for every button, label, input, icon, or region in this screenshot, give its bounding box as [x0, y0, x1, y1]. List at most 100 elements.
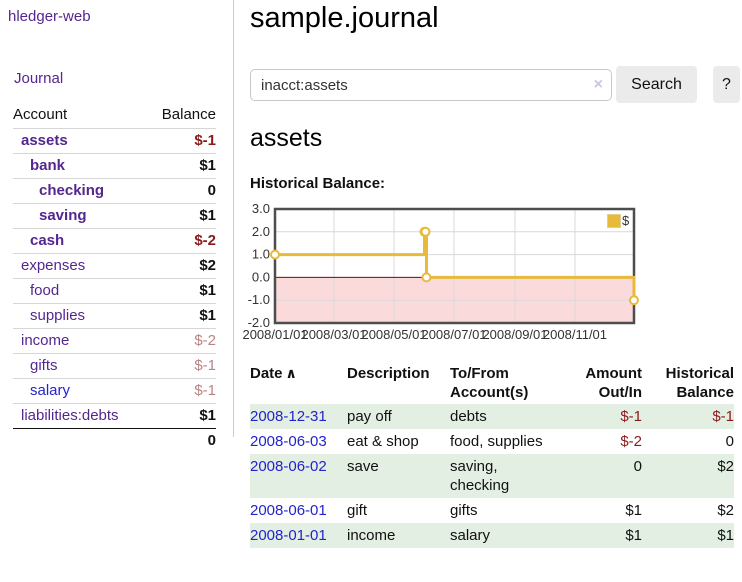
svg-text:2008/05/01: 2008/05/01 [361, 327, 426, 342]
chart-legend: $ [607, 213, 629, 228]
svg-text:-2.0: -2.0 [248, 315, 270, 330]
account-row: income $-2 [13, 328, 216, 354]
svg-text:-1.0: -1.0 [248, 292, 270, 307]
transaction-date-link[interactable]: 2008-12-31 [250, 408, 327, 425]
transaction-date-link[interactable]: 2008-06-03 [250, 433, 327, 450]
account-row: expenses $2 [13, 253, 216, 279]
transaction-row: 2008-12-31 pay off debts $-1 $-1 [250, 404, 734, 429]
historical-balance-chart: 2008/01/012008/03/012008/05/012008/07/01… [242, 201, 639, 342]
transaction-description: pay off [347, 408, 392, 425]
account-link-supplies[interactable]: supplies [30, 307, 86, 324]
account-balance: $1 [199, 307, 216, 324]
transaction-date-link[interactable]: 2008-06-02 [250, 458, 327, 475]
account-row: saving $1 [13, 203, 216, 229]
page-title: sample.journal [250, 2, 439, 34]
account-row: supplies $1 [13, 303, 216, 329]
account-balance: $1 [199, 407, 216, 424]
chart-title: Historical Balance: [250, 175, 386, 192]
legend-swatch-icon [607, 213, 621, 228]
account-row: cash $-2 [13, 228, 216, 254]
transaction-date-link[interactable]: 2008-01-01 [250, 527, 327, 544]
balance-column-header-register: Historical Balance [665, 365, 734, 401]
svg-text:2008/03/01: 2008/03/01 [301, 327, 366, 342]
account-balance: $1 [199, 157, 216, 174]
svg-text:0.0: 0.0 [252, 269, 270, 284]
transaction-amount: 0 [633, 458, 642, 475]
transaction-row: 2008-01-01 income salary $1 $1 [250, 523, 734, 548]
register-table: Date ∧ Description To/From Account(s) Amo… [250, 362, 734, 548]
transaction-amount: $1 [625, 502, 642, 519]
svg-text:2008/09/01: 2008/09/01 [482, 327, 547, 342]
account-link-cash[interactable]: cash [30, 232, 65, 249]
account-balance: $-1 [194, 382, 216, 399]
search-bar: × Search ? [250, 66, 740, 104]
help-button[interactable]: ? [713, 66, 740, 103]
svg-text:2008/07/01: 2008/07/01 [421, 327, 486, 342]
transaction-amount: $-1 [620, 408, 642, 425]
transaction-balance: 0 [725, 433, 734, 450]
date-column-header[interactable]: Date ∧ [250, 365, 297, 382]
account-link-assets[interactable]: assets [21, 132, 68, 149]
transaction-description: save [347, 458, 379, 475]
account-row: liabilities:debts $1 [13, 403, 216, 429]
account-link-saving[interactable]: saving [39, 207, 87, 224]
account-heading: assets [250, 124, 323, 152]
account-link-salary[interactable]: salary [30, 382, 71, 399]
svg-text:3.0: 3.0 [252, 201, 270, 216]
account-row: food $1 [13, 278, 216, 304]
sidebar-item-journal[interactable]: Journal [14, 70, 64, 87]
description-column-header: Description [347, 365, 430, 382]
transaction-accounts: salary [450, 527, 491, 544]
transaction-balance: $2 [717, 502, 734, 519]
transaction-date-link[interactable]: 2008-06-01 [250, 502, 327, 519]
account-row: bank $1 [13, 153, 216, 179]
main-content: sample.journal × Search ? assets Histori… [242, 0, 742, 582]
account-row: checking 0 [13, 178, 216, 204]
clear-search-icon[interactable]: × [593, 76, 603, 93]
balance-column-header: Balance [161, 106, 216, 123]
transaction-description: income [347, 527, 396, 544]
transaction-balance: $2 [717, 458, 734, 475]
svg-text:2.0: 2.0 [252, 224, 270, 239]
account-tree-table: Account Balance assets $-1 bank $1 checkin… [13, 104, 216, 453]
svg-text:2008/11/01: 2008/11/01 [543, 327, 607, 342]
account-link-food[interactable]: food [30, 282, 60, 299]
transaction-balance: $1 [717, 527, 734, 544]
transaction-description: gift [347, 502, 368, 519]
account-link-checking[interactable]: checking [39, 182, 105, 199]
transaction-amount: $-2 [620, 433, 642, 450]
account-row: salary $-1 [13, 378, 216, 404]
account-row: assets $-1 [13, 128, 216, 154]
transaction-description: eat & shop [347, 433, 419, 450]
account-link-liabilities-debts[interactable]: liabilities:debts [21, 407, 119, 424]
accounts-column-header: To/From Account(s) [450, 365, 529, 401]
account-link-gifts[interactable]: gifts [30, 357, 58, 374]
sidebar-divider [233, 0, 234, 437]
search-input[interactable] [250, 69, 612, 101]
account-balance: 0 [207, 182, 216, 199]
account-link-income[interactable]: income [21, 332, 70, 349]
transaction-accounts: debts [450, 408, 487, 425]
transaction-accounts: food, supplies [450, 433, 543, 450]
svg-text:1.0: 1.0 [252, 247, 270, 262]
account-balance: $-2 [194, 232, 216, 249]
account-balance: $2 [199, 257, 216, 274]
accounts-total-row: 0 [13, 428, 216, 453]
transaction-accounts: saving, checking [450, 458, 510, 494]
amount-column-header: Amount Out/In [585, 365, 642, 401]
transaction-row: 2008-06-02 save saving, checking 0 $2 [250, 454, 734, 498]
account-link-expenses[interactable]: expenses [21, 257, 86, 274]
account-link-bank[interactable]: bank [30, 157, 66, 174]
svg-text:2008/01/01: 2008/01/01 [242, 327, 307, 342]
account-balance: $-1 [194, 357, 216, 374]
app-title-link[interactable]: hledger-web [8, 8, 91, 25]
search-button[interactable]: Search [616, 66, 697, 103]
total-balance: 0 [114, 428, 216, 453]
sort-asc-icon: ∧ [285, 365, 297, 381]
account-balance: $1 [199, 282, 216, 299]
transaction-balance: $-1 [712, 408, 734, 425]
account-column-header: Account [13, 106, 68, 123]
account-row: gifts $-1 [13, 353, 216, 379]
transaction-amount: $1 [625, 527, 642, 544]
